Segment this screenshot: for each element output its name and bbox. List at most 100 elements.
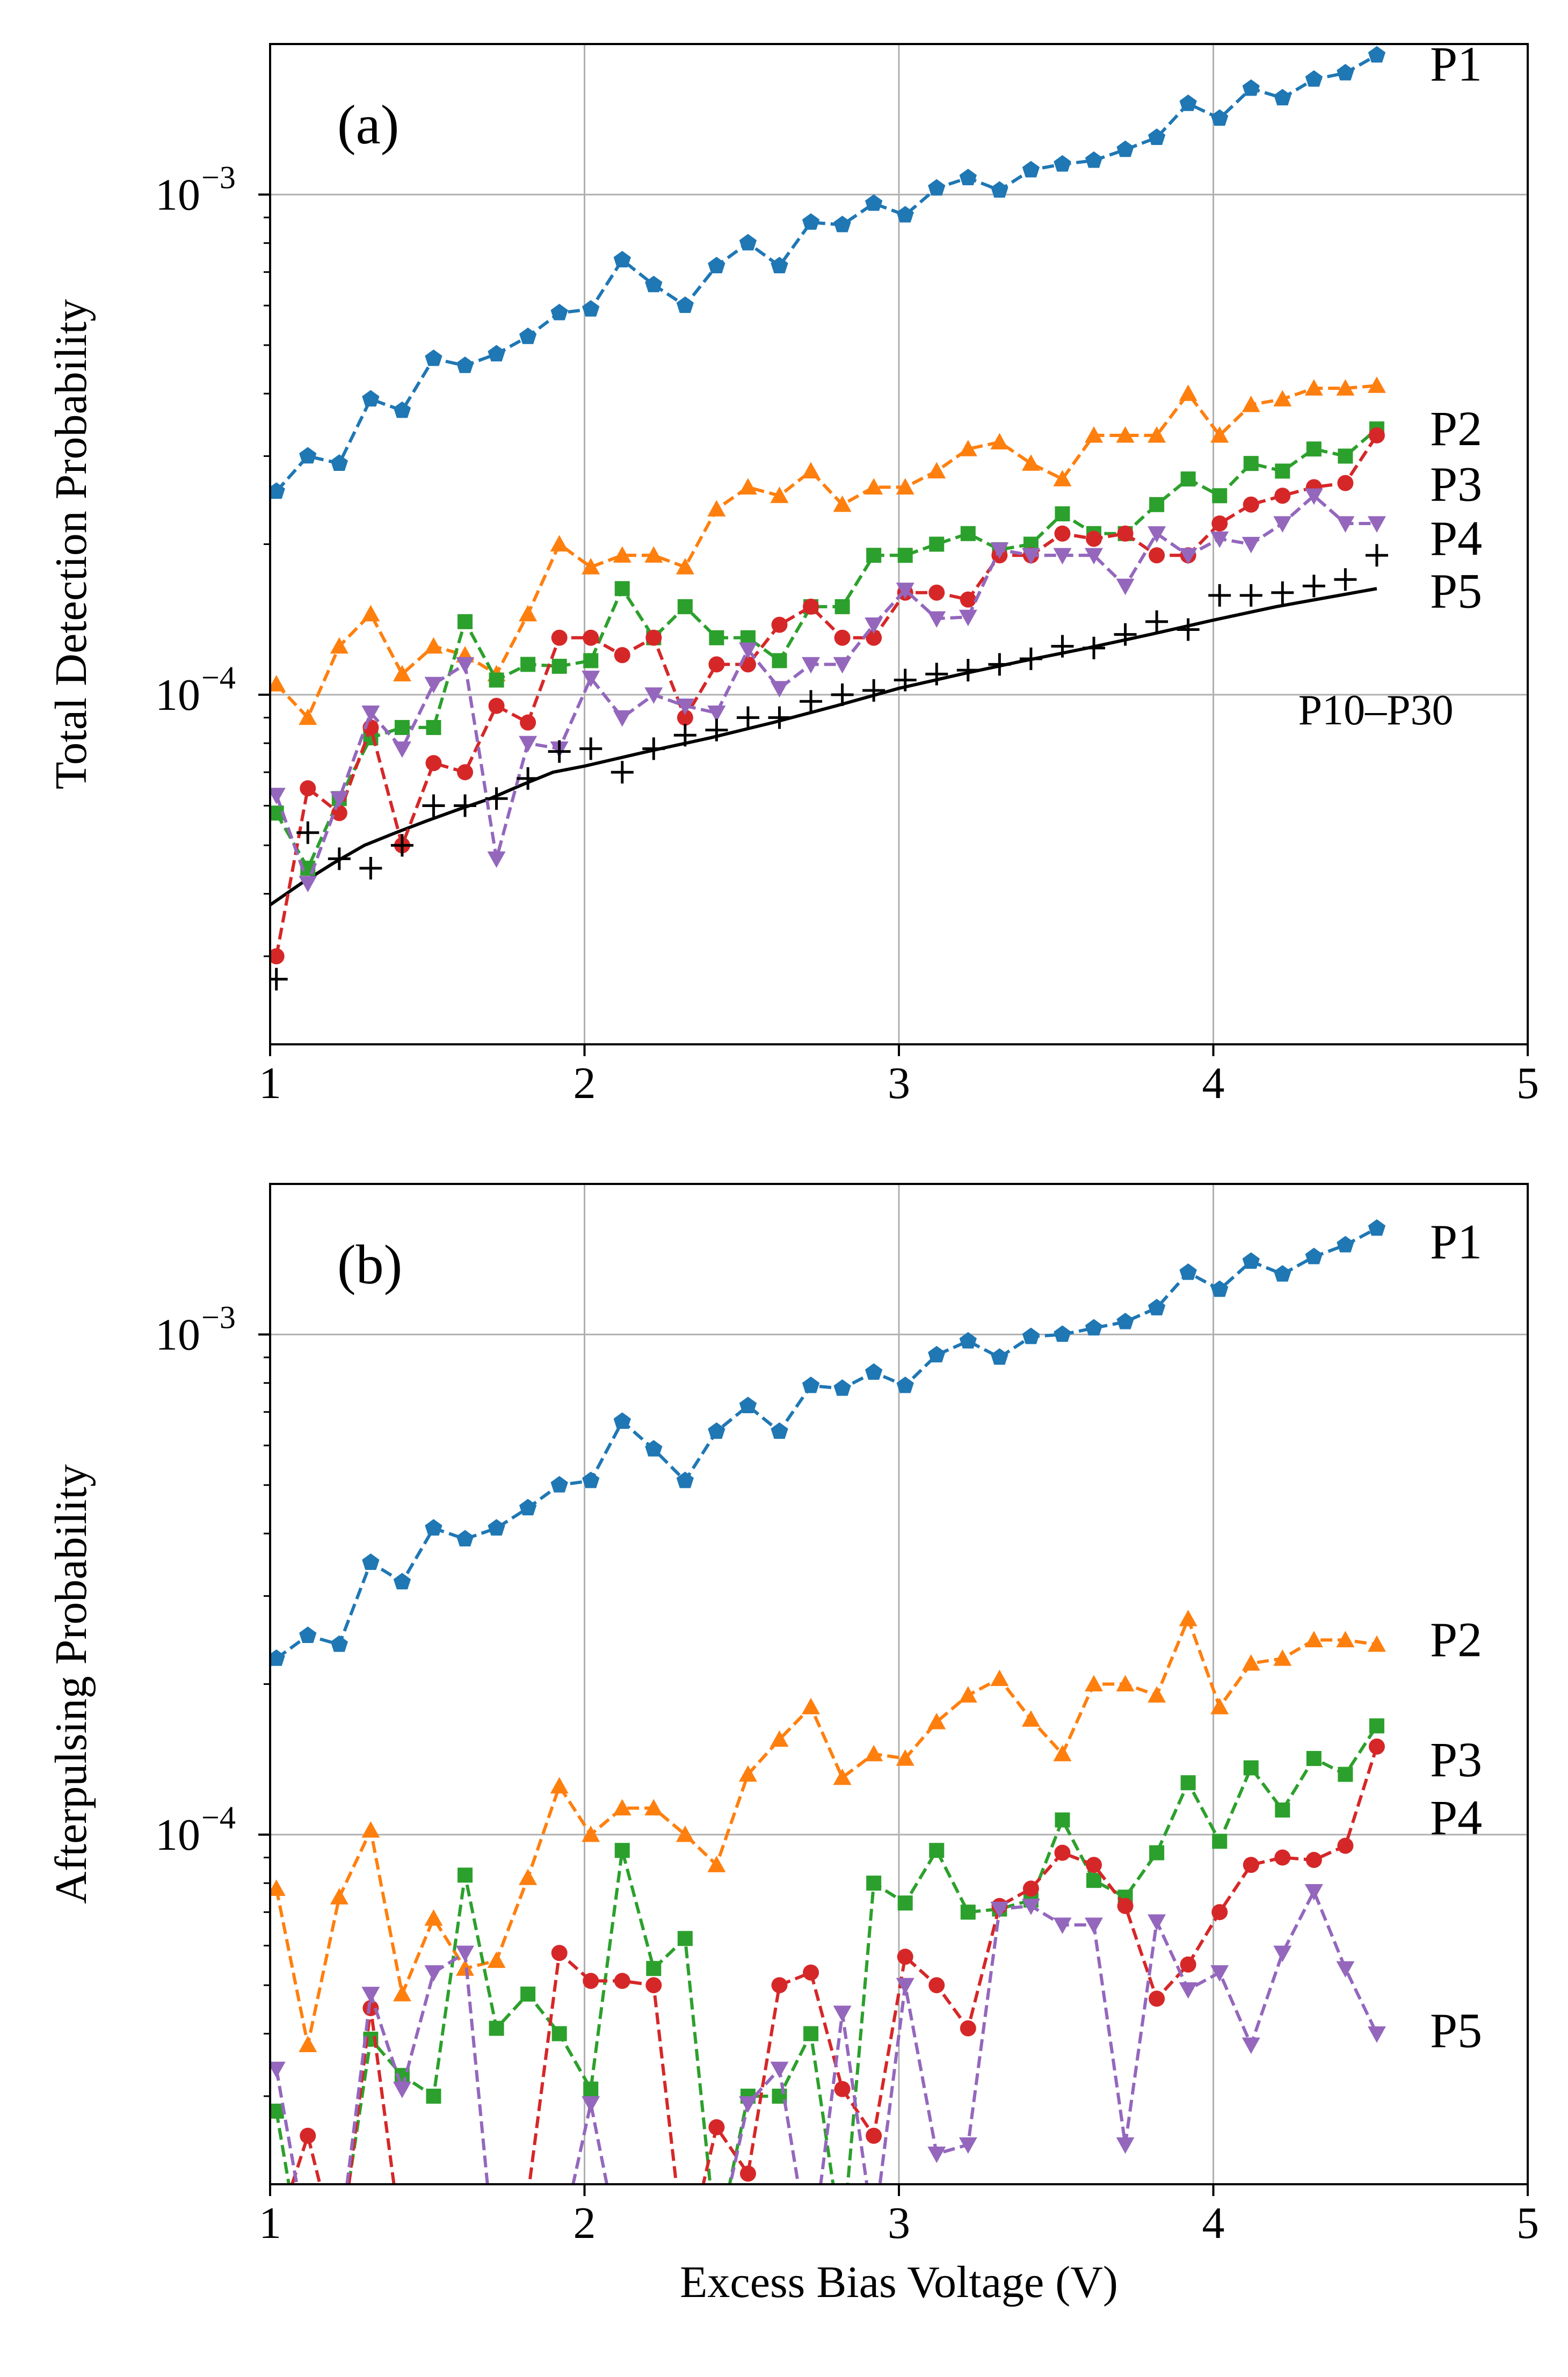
data-point (362, 390, 380, 407)
data-point (677, 1931, 693, 1946)
data-point (707, 1856, 726, 1872)
data-point (738, 2096, 757, 2113)
data-point (426, 2088, 441, 2104)
data-point (1304, 379, 1323, 396)
data-point (1305, 70, 1323, 87)
series-P2 (270, 376, 1386, 725)
data-point (1275, 463, 1290, 479)
data-point (896, 1749, 914, 1766)
series-label: P4 (1430, 511, 1482, 566)
data-point (988, 653, 1011, 676)
data-point (676, 699, 694, 715)
data-point (865, 2226, 883, 2242)
data-point (1086, 1857, 1102, 1873)
data-point (1149, 1990, 1165, 2007)
data-point (330, 791, 349, 808)
series-P3 (270, 1718, 1384, 2184)
data-point (390, 834, 413, 857)
data-point (361, 706, 380, 722)
data-point (894, 668, 917, 692)
data-point (1145, 610, 1168, 633)
data-point (1116, 578, 1135, 595)
data-point (393, 401, 411, 418)
data-point (614, 647, 630, 664)
data-point (519, 736, 538, 753)
data-point (424, 1909, 443, 1926)
data-point (865, 1744, 883, 1762)
data-point (424, 637, 443, 654)
data-point (676, 1471, 694, 1488)
data-point (1116, 1675, 1135, 1692)
y-tick-label: 10 (155, 1310, 200, 1360)
data-point (1243, 1857, 1259, 1873)
data-point (487, 1951, 506, 1968)
data-point (1334, 568, 1357, 591)
data-point (1367, 1635, 1386, 1652)
data-point (551, 1945, 568, 1961)
data-point (645, 275, 663, 293)
data-point (425, 349, 442, 366)
data-point (927, 611, 946, 628)
data-point (613, 251, 631, 267)
data-point (1116, 1312, 1134, 1329)
data-point (707, 500, 726, 517)
data-point (393, 2082, 411, 2098)
data-point (862, 679, 885, 702)
data-point (1211, 1904, 1228, 1921)
data-point (519, 605, 538, 622)
series-label: P4 (1430, 1790, 1482, 1845)
data-point (833, 1379, 851, 1396)
data-point (928, 584, 945, 601)
data-point (457, 764, 474, 781)
data-point (1022, 1327, 1040, 1344)
data-point (865, 478, 883, 495)
data-point (393, 665, 411, 681)
data-point (1148, 1686, 1166, 1703)
data-point (393, 741, 411, 758)
data-point (1242, 1252, 1260, 1269)
data-point (1306, 441, 1322, 457)
data-point (1273, 1945, 1292, 1962)
data-point (299, 2240, 317, 2256)
data-point (736, 706, 759, 729)
data-point (803, 1964, 819, 1981)
data-point (1242, 536, 1260, 554)
data-point (1211, 1280, 1229, 1297)
data-point (299, 876, 317, 892)
series-label: P3 (1430, 457, 1482, 512)
data-point (1086, 1873, 1102, 1888)
data-point (361, 1987, 380, 2003)
data-point (705, 718, 728, 742)
x-tick-label: 1 (259, 1058, 281, 1108)
gridlines (270, 1184, 1528, 2184)
x-tick-label: 4 (1202, 1058, 1225, 1108)
data-point (959, 1686, 977, 1703)
data-point (422, 794, 445, 817)
y-axis-label: Total Detection Probability (46, 299, 96, 789)
data-point (489, 672, 504, 688)
data-point (1368, 46, 1386, 63)
series-label: P5 (1430, 563, 1482, 618)
series-label: P3 (1430, 1732, 1482, 1787)
data-point (1338, 448, 1353, 464)
series-label: P2 (1430, 401, 1482, 456)
data-point (613, 2255, 631, 2271)
data-point (929, 536, 945, 552)
data-point (519, 1869, 538, 1885)
data-point (1053, 470, 1072, 486)
data-point (644, 1799, 663, 1816)
y-axis-label: Afterpulsing Probability (46, 1464, 96, 1904)
data-point (1210, 1698, 1229, 1714)
series-label: P1 (1430, 37, 1482, 91)
data-point (270, 2061, 286, 2078)
data-point (1022, 1880, 1039, 1897)
data-point (834, 629, 851, 646)
data-point (1116, 2137, 1135, 2154)
data-point (1273, 516, 1292, 533)
data-point (456, 1945, 475, 1962)
data-point (330, 2240, 349, 2256)
data-point (771, 1977, 788, 1994)
x-axis: 1 2 3 4 5 (259, 2184, 1539, 2248)
data-point (1149, 547, 1165, 564)
